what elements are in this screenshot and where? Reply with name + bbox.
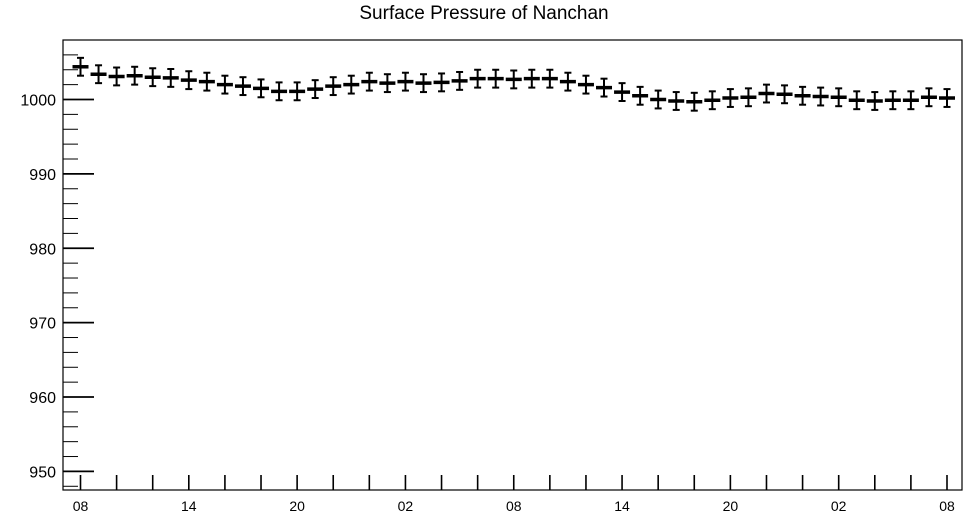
data-point [361, 71, 378, 92]
data-point [704, 90, 721, 111]
data-point [289, 81, 306, 102]
data-point [325, 76, 342, 97]
data-markers [72, 56, 955, 112]
data-point [144, 67, 161, 88]
y-tick-label: 1000 [20, 93, 56, 110]
data-point [614, 82, 631, 102]
data-point [902, 90, 919, 111]
data-point [740, 87, 757, 108]
x-tick-label: 14 [181, 498, 197, 514]
data-point [505, 69, 522, 90]
data-point [541, 68, 558, 89]
data-point [884, 90, 901, 111]
data-point [776, 84, 793, 105]
data-point [830, 87, 847, 108]
data-point [469, 68, 486, 89]
x-tick-label: 20 [723, 498, 739, 514]
x-tick-label: 08 [506, 498, 522, 514]
data-point [722, 88, 739, 108]
data-point [812, 86, 829, 107]
y-tick-label: 970 [29, 316, 56, 333]
data-point [451, 70, 468, 91]
data-point [650, 89, 667, 110]
data-point [487, 68, 504, 89]
x-tick-label: 02 [398, 498, 414, 514]
data-point [794, 85, 811, 106]
data-point [415, 73, 432, 94]
data-point [307, 79, 324, 100]
data-point [577, 74, 594, 95]
y-axis: 950 960 970 980 990 1000 [20, 39, 94, 487]
x-tick-label: 14 [614, 498, 630, 514]
data-point [686, 91, 703, 112]
data-point [162, 68, 179, 88]
data-point [216, 74, 233, 95]
data-point [848, 90, 865, 111]
data-point [920, 87, 937, 108]
y-tick-label: 960 [29, 390, 56, 407]
y-tick-label: 980 [29, 241, 56, 258]
data-point [433, 72, 450, 93]
data-point [271, 81, 288, 102]
y-tick-label: 990 [29, 167, 56, 184]
data-point [866, 91, 883, 111]
data-point [596, 77, 613, 98]
data-point [668, 91, 685, 111]
x-tick-label: 20 [289, 498, 305, 514]
data-point [234, 76, 251, 97]
x-axis: 08 14 20 02 08 14 20 02 08 [73, 475, 955, 514]
data-point [72, 56, 89, 77]
data-point [559, 71, 576, 92]
y-tick-label: 950 [29, 464, 56, 481]
plot-frame [62, 39, 963, 491]
data-point [939, 88, 955, 108]
x-tick-label: 08 [73, 498, 89, 514]
data-point [632, 85, 649, 106]
data-point [523, 68, 540, 89]
data-point [343, 74, 360, 95]
x-tick-label: 02 [831, 498, 847, 514]
data-point [108, 66, 125, 87]
data-point [180, 70, 197, 91]
data-point [253, 78, 270, 99]
data-point [126, 65, 143, 86]
data-point [198, 71, 215, 92]
data-point [758, 83, 775, 104]
data-point [397, 71, 414, 92]
chart-title: Surface Pressure of Nanchan [359, 3, 609, 24]
data-point [379, 73, 396, 94]
data-point [90, 64, 107, 85]
x-tick-label: 08 [939, 498, 955, 514]
